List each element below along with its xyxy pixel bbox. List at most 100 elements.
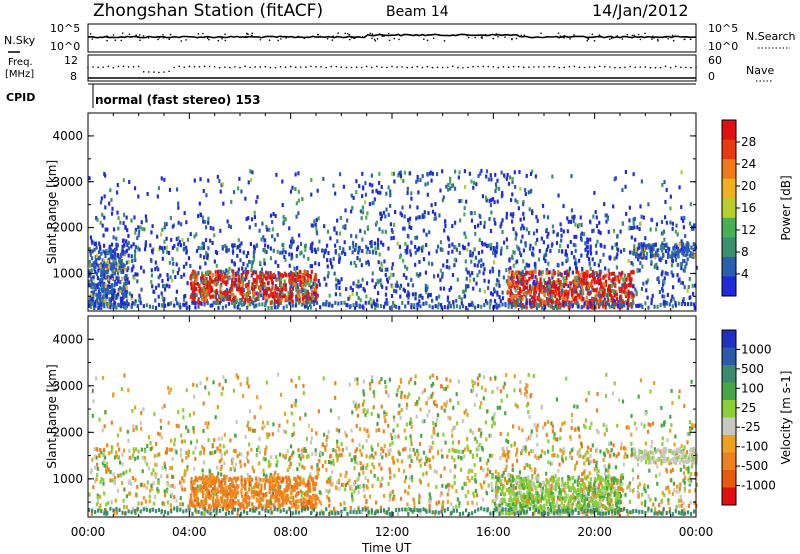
range-cell bbox=[463, 231, 466, 236]
range-cell bbox=[93, 285, 96, 290]
range-cell bbox=[371, 183, 374, 188]
range-cell bbox=[511, 254, 514, 259]
range-cell bbox=[238, 286, 241, 291]
range-cell bbox=[395, 280, 399, 285]
range-cell bbox=[443, 219, 447, 224]
range-cell bbox=[214, 278, 217, 283]
range-cell bbox=[328, 293, 331, 298]
range-cell bbox=[479, 405, 482, 410]
range-cell bbox=[677, 248, 680, 253]
range-cell bbox=[566, 295, 569, 300]
range-cell bbox=[239, 258, 242, 263]
range-cell bbox=[455, 247, 458, 252]
range-cell bbox=[455, 304, 459, 309]
range-cell bbox=[535, 306, 539, 311]
range-cell bbox=[606, 449, 610, 454]
range-cell bbox=[403, 288, 407, 293]
range-cell bbox=[125, 505, 128, 510]
range-cell bbox=[314, 281, 317, 286]
nave-point bbox=[598, 65, 601, 68]
range-cell bbox=[574, 222, 577, 227]
range-cell bbox=[230, 300, 234, 305]
range-cell bbox=[410, 277, 413, 282]
range-cell bbox=[458, 242, 461, 247]
range-cell bbox=[292, 422, 295, 427]
range-cell bbox=[210, 289, 213, 294]
range-cell bbox=[528, 246, 532, 251]
range-cell bbox=[550, 304, 553, 309]
range-cell bbox=[236, 298, 239, 303]
range-cell bbox=[185, 301, 188, 306]
range-cell bbox=[163, 301, 166, 306]
range-cell bbox=[375, 428, 378, 433]
range-cell bbox=[277, 263, 280, 268]
nave-point bbox=[360, 66, 363, 69]
range-cell bbox=[414, 235, 417, 240]
range-cell bbox=[641, 264, 644, 269]
range-cell bbox=[214, 249, 218, 254]
range-cell bbox=[314, 287, 317, 292]
range-cell bbox=[159, 418, 162, 423]
range-cell bbox=[593, 276, 596, 281]
range-cell bbox=[596, 287, 599, 292]
range-cell bbox=[371, 447, 374, 452]
range-cell bbox=[399, 211, 402, 216]
range-cell bbox=[578, 272, 581, 277]
range-cell bbox=[397, 434, 400, 439]
range-cell bbox=[407, 300, 410, 305]
nsearch-point bbox=[373, 38, 376, 41]
range-cell bbox=[453, 481, 456, 486]
nsearch-point bbox=[497, 36, 499, 38]
range-cell bbox=[306, 295, 309, 300]
range-cell bbox=[680, 170, 683, 175]
range-cell bbox=[216, 281, 219, 286]
range-cell bbox=[644, 441, 647, 446]
range-cell bbox=[190, 440, 193, 445]
range-cell bbox=[339, 215, 342, 220]
range-cell bbox=[247, 282, 250, 287]
range-cell bbox=[445, 400, 449, 405]
range-cell bbox=[598, 291, 601, 296]
range-cell bbox=[133, 276, 136, 281]
range-cell bbox=[125, 302, 128, 307]
nave-point bbox=[654, 66, 657, 69]
range-cell bbox=[193, 297, 196, 302]
range-cell bbox=[116, 243, 119, 248]
range-cell bbox=[139, 300, 142, 305]
range-cell bbox=[335, 231, 338, 236]
range-cell bbox=[534, 241, 537, 246]
range-cell bbox=[481, 497, 485, 502]
range-cell bbox=[666, 292, 669, 297]
range-cell bbox=[144, 214, 148, 219]
range-cell bbox=[255, 448, 259, 453]
range-cell bbox=[552, 229, 555, 234]
range-cell bbox=[544, 252, 548, 257]
range-cell bbox=[532, 449, 535, 454]
range-cell bbox=[122, 212, 126, 217]
range-cell bbox=[595, 297, 598, 302]
range-cell bbox=[637, 242, 641, 247]
range-cell bbox=[154, 260, 157, 265]
range-cell bbox=[297, 189, 300, 194]
range-cell bbox=[529, 292, 532, 297]
range-cell bbox=[596, 239, 599, 244]
range-cell bbox=[233, 282, 236, 287]
range-cell bbox=[452, 405, 455, 410]
range-cell bbox=[270, 455, 273, 460]
range-cell bbox=[133, 256, 136, 261]
range-cell bbox=[598, 269, 601, 274]
range-cell bbox=[564, 249, 567, 254]
range-cell bbox=[142, 304, 145, 309]
range-cell bbox=[279, 300, 282, 305]
range-cell bbox=[264, 447, 267, 452]
range-cell bbox=[451, 440, 455, 445]
nsearch-point bbox=[388, 39, 391, 42]
range-cell bbox=[338, 453, 341, 458]
nave-point bbox=[497, 66, 500, 69]
range-cell bbox=[519, 280, 522, 285]
range-cell bbox=[477, 447, 480, 452]
range-cell bbox=[517, 291, 520, 296]
range-cell bbox=[141, 226, 144, 231]
range-cell bbox=[613, 256, 616, 261]
range-cell bbox=[630, 441, 633, 446]
